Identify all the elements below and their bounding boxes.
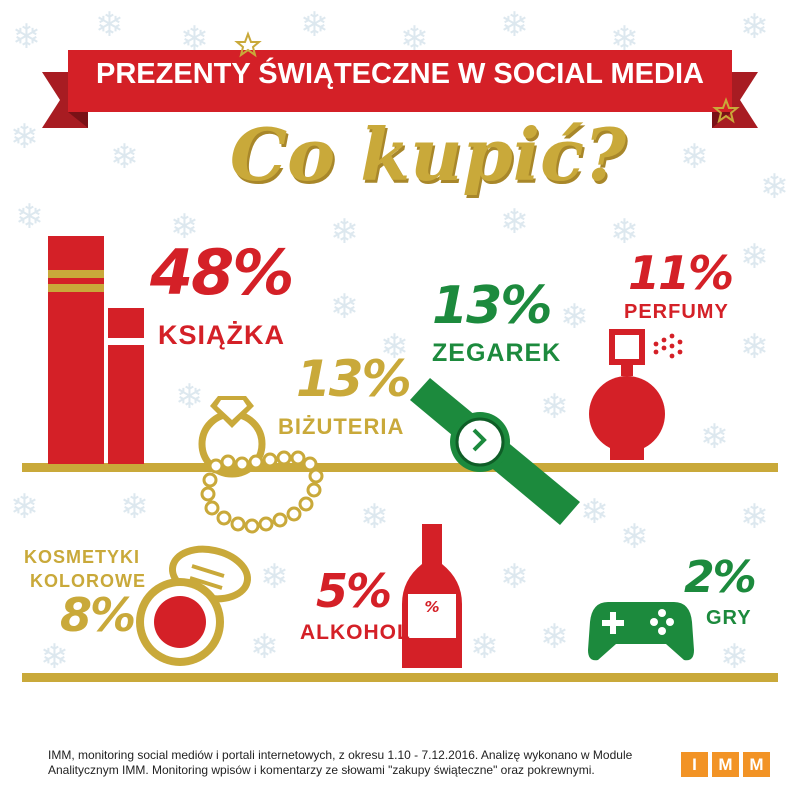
percent-gry: 2% [684,552,757,603]
snowflake-icon: ❄ [740,327,769,367]
snowflake-icon: ❄ [500,5,529,45]
snowflake-icon: ❄ [500,557,529,597]
label-ksiazka: KSIĄŻKA [158,320,285,350]
percent-bizuteria: 13% [296,350,412,408]
label-bizuteria: BIŻUTERIA [278,414,405,439]
snowflake-icon: ❄ [500,202,529,242]
snowflake-icon: ❄ [380,327,409,367]
snowflake-icon: ❄ [620,517,649,557]
percent-perfumy: 11% [628,246,734,300]
gamepad-icon [588,602,694,661]
snowflake-icon: ❄ [15,197,44,237]
snowflake-icon: ❄ [175,377,204,417]
snowflake-icon: ❄ [680,137,709,177]
snowflake-icon: ❄ [720,637,749,677]
compact-powder-icon [136,545,252,666]
books-icon [48,236,144,464]
snowflake-icon: ❄ [700,417,729,457]
logo-letter: I [681,752,708,777]
snowflake-icon: ❄ [330,287,359,327]
snowflake-icon: ❄ [360,497,389,537]
snowflake-icon: ❄ [95,5,124,45]
snowflake-icon: ❄ [740,7,769,47]
percent-kosmetyki: 8% [60,588,136,642]
label-kosmetyki-line1: KOSMETYKI [24,547,141,567]
subtitle: Co kupić? [229,112,627,197]
label-kosmetyki-line2: KOLOROWE [30,571,146,591]
perfume-icon [589,329,683,460]
snowflake-icon: ❄ [610,212,639,252]
snowflake-icon: ❄ [540,387,569,427]
snowflake-icon: ❄ [10,117,39,157]
percent-zegarek: 13% [432,276,552,336]
percent-alkohol: 5% [316,564,392,618]
snowflake-icon: ❄ [540,617,569,657]
snowflake-icon: ❄ [740,497,769,537]
percent-ksiazka: 48% [150,236,294,309]
label-zegarek: ZEGAREK [432,339,562,367]
snowflake-icon: ❄ [40,637,69,677]
snowflake-icon: ❄ [250,627,279,667]
logo-letter: M [743,752,770,777]
snowflake-icon: ❄ [470,627,499,667]
banner-title: PREZENTY ŚWIĄTECZNE W SOCIAL MEDIA [96,58,704,90]
label-alkohol: ALKOHOL [300,621,411,644]
snowflake-icon: ❄ [12,17,41,57]
snowflake-icon: ❄ [300,5,329,45]
shelf-bottom [22,673,778,682]
star-icon [712,97,740,124]
logo-letter: M [712,752,739,777]
footer-note: IMM, monitoring social mediów i portali … [48,748,633,777]
snowflake-icon: ❄ [560,297,589,337]
bottle-icon [402,524,462,668]
snowflake-icon: ❄ [170,207,199,247]
ribbon-banner [42,31,758,128]
snowflake-icon: ❄ [120,487,149,527]
bottle-label: % [424,598,440,616]
snowflake-icon: ❄ [110,137,139,177]
star-icon [234,31,262,58]
snowflake-icon: ❄ [330,212,359,252]
label-gry: GRY [706,607,752,629]
snowflake-icon: ❄ [580,492,609,532]
watch-icon [410,378,580,525]
label-perfumy: PERFUMY [624,301,729,323]
snowflake-icon: ❄ [740,237,769,277]
snowflake-icon: ❄ [760,167,789,207]
shelf-top [22,463,778,472]
ring-pearls-icon [198,396,324,534]
imm-logo: I M M [681,752,770,777]
snowflake-icon: ❄ [10,487,39,527]
snowflake-icon: ❄ [260,557,289,597]
